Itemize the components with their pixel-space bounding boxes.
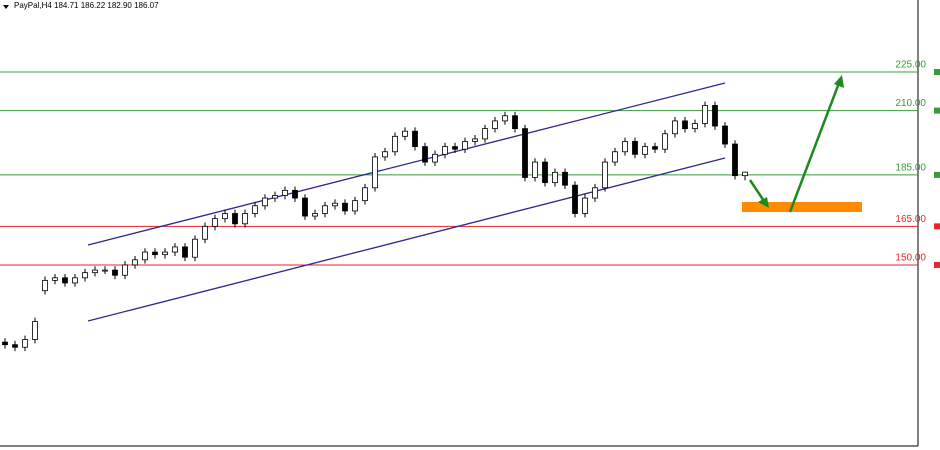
- level-label: 225.00: [895, 60, 926, 71]
- candle-body: [572, 184, 578, 214]
- arrow-up: [788, 82, 841, 213]
- candle-body: [432, 153, 438, 163]
- candle-body: [392, 135, 398, 153]
- arrows: [748, 75, 844, 213]
- level-marker: [934, 69, 940, 76]
- candle-body: [732, 143, 738, 177]
- candle-body: [522, 128, 528, 178]
- arrow-down: [748, 179, 766, 202]
- candle-body: [562, 171, 568, 186]
- candle-body: [252, 205, 258, 214]
- candle-body: [262, 197, 268, 207]
- candle-body: [312, 213, 318, 217]
- arrow-head: [758, 197, 769, 208]
- candle-body: [482, 128, 488, 140]
- candle-body: [292, 189, 298, 199]
- candle-body: [472, 138, 478, 142]
- candle-body: [662, 133, 668, 150]
- candle-body: [32, 321, 38, 340]
- candle-body: [622, 141, 628, 153]
- candle-body: [352, 200, 358, 212]
- candle-body: [162, 251, 168, 256]
- channel-upper: [87, 82, 726, 246]
- candle-body: [52, 277, 58, 281]
- candle-body: [212, 218, 218, 227]
- candle-body: [692, 123, 698, 130]
- candle-body: [512, 115, 518, 130]
- candle-body: [642, 146, 648, 155]
- candle-body: [142, 251, 148, 261]
- candle-body: [102, 269, 108, 272]
- candle-body: [182, 246, 188, 258]
- candle-body: [22, 339, 28, 348]
- candle-body: [272, 195, 278, 199]
- candle-body: [72, 277, 78, 284]
- level-marker: [934, 171, 940, 178]
- candle-body: [122, 264, 128, 276]
- target-zone: [742, 202, 862, 212]
- candle-body: [612, 151, 618, 163]
- candle-body: [452, 146, 458, 150]
- candle-body: [602, 161, 608, 189]
- candle-body: [702, 105, 708, 124]
- level-label: 210.00: [895, 98, 926, 109]
- candle-body: [402, 130, 408, 137]
- candle-body: [342, 202, 348, 212]
- candle-body: [332, 202, 338, 207]
- candle-body: [372, 156, 378, 189]
- level-label: 165.00: [895, 214, 926, 225]
- level-marker: [934, 107, 940, 114]
- candle-body: [412, 130, 418, 148]
- candle-body: [82, 272, 88, 279]
- candle-body: [422, 146, 428, 163]
- level-label: 150.00: [895, 253, 926, 264]
- candle-body: [552, 171, 558, 184]
- candle-body: [242, 213, 248, 225]
- candle-body: [202, 225, 208, 240]
- candle-body: [442, 146, 448, 155]
- candle-body: [582, 197, 588, 214]
- candle-body: [382, 151, 388, 158]
- candle-body: [362, 187, 368, 202]
- candle-body: [542, 161, 548, 184]
- level-label: 185.00: [895, 163, 926, 174]
- channel-lower: [87, 157, 726, 322]
- level-marker: [934, 261, 940, 268]
- candle-body: [172, 246, 178, 253]
- candle-body: [42, 279, 48, 292]
- levels: 225.00 210.00 185.00 165.00 150.00: [0, 60, 940, 268]
- candle-body: [532, 161, 538, 178]
- candle-body: [742, 171, 748, 177]
- candles: [2, 101, 748, 352]
- menu-triangle[interactable]: [3, 5, 9, 9]
- candle-body: [92, 269, 98, 274]
- level-marker: [934, 223, 940, 230]
- candle-body: [222, 213, 228, 220]
- candle-body: [492, 120, 498, 130]
- candle-body: [302, 197, 308, 217]
- candle-body: [232, 213, 238, 225]
- candle-body: [592, 187, 598, 199]
- candle-body: [62, 277, 68, 284]
- candle-body: [632, 141, 638, 155]
- candle-body: [682, 120, 688, 130]
- candle-body: [12, 344, 18, 348]
- candle-body: [722, 125, 728, 145]
- candle-body: [112, 269, 118, 276]
- candle-body: [282, 189, 288, 196]
- chart-title: PayPal,H4 184.71 186.22 182.90 186.07: [14, 1, 159, 10]
- candle-body: [192, 238, 198, 258]
- candle-body: [672, 120, 678, 135]
- candle-body: [652, 146, 658, 150]
- candle-body: [132, 259, 138, 266]
- arrow-head: [834, 75, 844, 88]
- candle-body: [322, 205, 328, 214]
- candle-body: [462, 141, 468, 150]
- candle-body: [502, 115, 508, 122]
- candle-body: [712, 105, 718, 127]
- candle-body: [2, 341, 8, 346]
- candle-body: [152, 251, 158, 256]
